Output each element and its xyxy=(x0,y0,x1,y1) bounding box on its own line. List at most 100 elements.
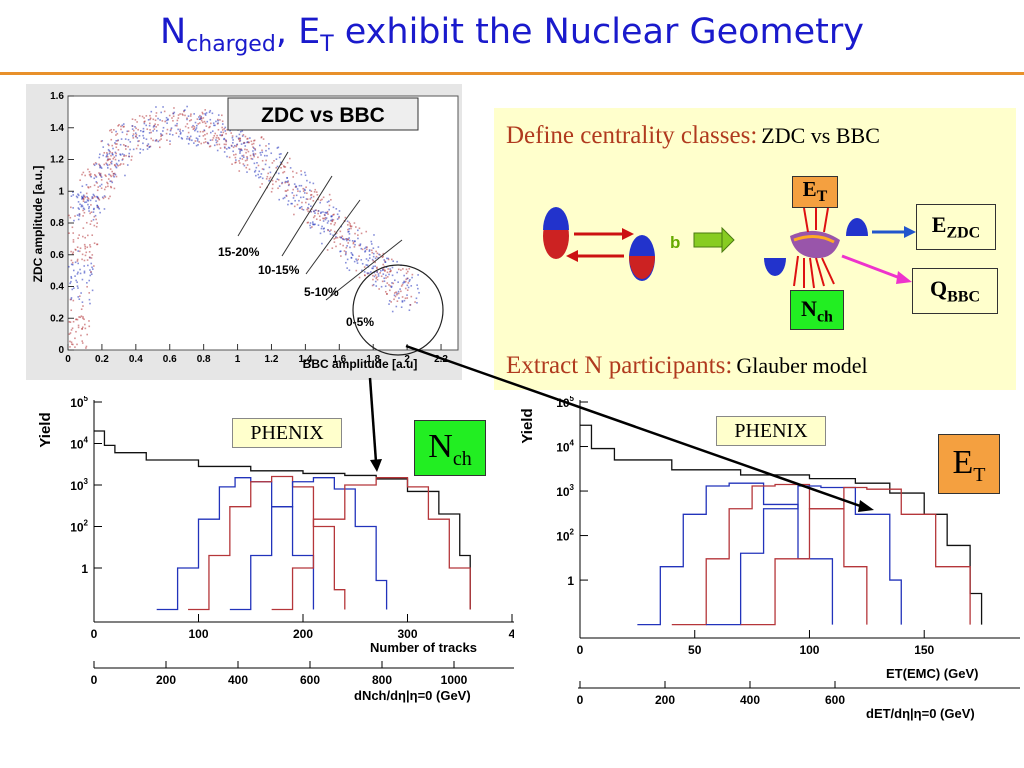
scatter-point xyxy=(295,185,297,188)
scatter-point xyxy=(312,223,314,225)
scatter-point xyxy=(260,154,262,156)
scatter-point xyxy=(272,183,274,186)
scatter-point xyxy=(98,172,100,174)
chart-title: ZDC vs BBC xyxy=(261,104,385,127)
scatter-point xyxy=(179,132,182,134)
scatter-point xyxy=(94,214,97,217)
scatter-point xyxy=(252,150,254,152)
scatter-point xyxy=(394,279,396,282)
scatter-point xyxy=(195,144,198,147)
scatter-point xyxy=(387,257,390,260)
nch-histogram-panel: Yield 105 104 103 102 1 0 100 200 300 4 Number o… xyxy=(28,394,516,708)
scatter-point xyxy=(201,111,204,114)
scatter-point xyxy=(269,176,272,179)
nucleus-right-cap xyxy=(629,256,655,279)
scatter-point xyxy=(204,141,207,143)
scatter-point xyxy=(372,255,375,258)
scatter-point xyxy=(76,246,79,249)
scatter-point xyxy=(170,128,172,131)
scatter-point xyxy=(358,244,361,247)
scatter-point xyxy=(278,198,281,201)
x-tick-label: 0.4 xyxy=(129,354,143,365)
scatter-point xyxy=(100,176,103,178)
scatter-point xyxy=(372,260,375,262)
scatter-point xyxy=(251,158,254,160)
scatter-point xyxy=(99,211,101,214)
scatter-point xyxy=(301,208,303,210)
scatter-point xyxy=(165,119,168,122)
scatter-point xyxy=(347,228,349,231)
scatter-point xyxy=(97,186,100,188)
scatter-point xyxy=(169,133,171,136)
scatter-point xyxy=(333,238,336,240)
scatter-point xyxy=(292,170,294,173)
x2-tick-label: 0 xyxy=(577,693,584,707)
scatter-point xyxy=(307,206,309,209)
scatter-point xyxy=(249,154,252,157)
scatter-point xyxy=(371,258,374,261)
scatter-point xyxy=(314,212,316,214)
scatter-point xyxy=(195,137,198,139)
scatter-point xyxy=(110,175,113,178)
scatter-point xyxy=(377,246,380,248)
scatter-point xyxy=(365,248,368,251)
scatter-point xyxy=(397,292,400,295)
scatter-point xyxy=(80,308,83,311)
scatter-point xyxy=(152,130,154,132)
scatter-point xyxy=(113,172,116,175)
scatter-point xyxy=(107,159,110,161)
scatter-point xyxy=(200,115,202,118)
scatter-point xyxy=(287,200,290,202)
scatter-point xyxy=(360,232,363,235)
scatter-point xyxy=(365,246,367,249)
scatter-point xyxy=(307,210,309,213)
scatter-point xyxy=(187,115,190,117)
scatter-point xyxy=(177,114,180,116)
scatter-point xyxy=(114,142,116,144)
scatter-point xyxy=(186,138,188,140)
scatter-point xyxy=(165,116,168,119)
scatter-point xyxy=(306,208,308,211)
y-tick-label: 1.6 xyxy=(50,91,64,102)
scatter-point xyxy=(408,309,411,312)
scatter-point xyxy=(139,130,142,132)
scatter-point xyxy=(113,187,116,190)
scatter-point xyxy=(307,207,310,210)
scatter-point xyxy=(377,273,380,275)
scatter-point xyxy=(106,163,108,166)
scatter-point xyxy=(385,266,388,269)
scatter-point xyxy=(85,347,87,349)
scatter-point xyxy=(72,251,75,254)
scatter-point xyxy=(270,152,273,155)
y-tick-label: 105 xyxy=(556,396,574,410)
scatter-point xyxy=(370,249,373,252)
scatter-point xyxy=(70,309,73,312)
y-tick-label: 1 xyxy=(58,186,64,197)
scatter-point xyxy=(80,334,82,337)
scatter-point xyxy=(364,250,367,252)
bbc-arrow xyxy=(841,254,901,280)
fireball-core xyxy=(793,235,835,244)
scatter-point xyxy=(79,203,81,206)
scatter-point xyxy=(87,197,89,199)
scatter-point xyxy=(96,196,99,198)
scatter-point xyxy=(273,160,275,162)
scatter-point xyxy=(110,138,113,141)
arrow-left-head xyxy=(566,250,578,262)
scatter-point xyxy=(99,164,101,167)
scatter-point xyxy=(85,201,88,203)
scatter-point xyxy=(376,271,378,273)
scatter-point xyxy=(127,145,129,148)
scatter-point xyxy=(261,183,263,185)
scatter-point xyxy=(348,233,351,235)
scatter-point xyxy=(131,125,134,127)
scatter-point xyxy=(225,132,227,135)
scatter-point xyxy=(382,269,384,272)
scatter-point xyxy=(277,179,280,181)
scatter-point xyxy=(268,179,270,182)
scatter-point xyxy=(417,274,419,276)
scatter-point xyxy=(353,260,356,263)
scatter-point xyxy=(72,194,75,196)
scatter-point xyxy=(348,227,351,230)
scatter-point xyxy=(224,130,227,132)
